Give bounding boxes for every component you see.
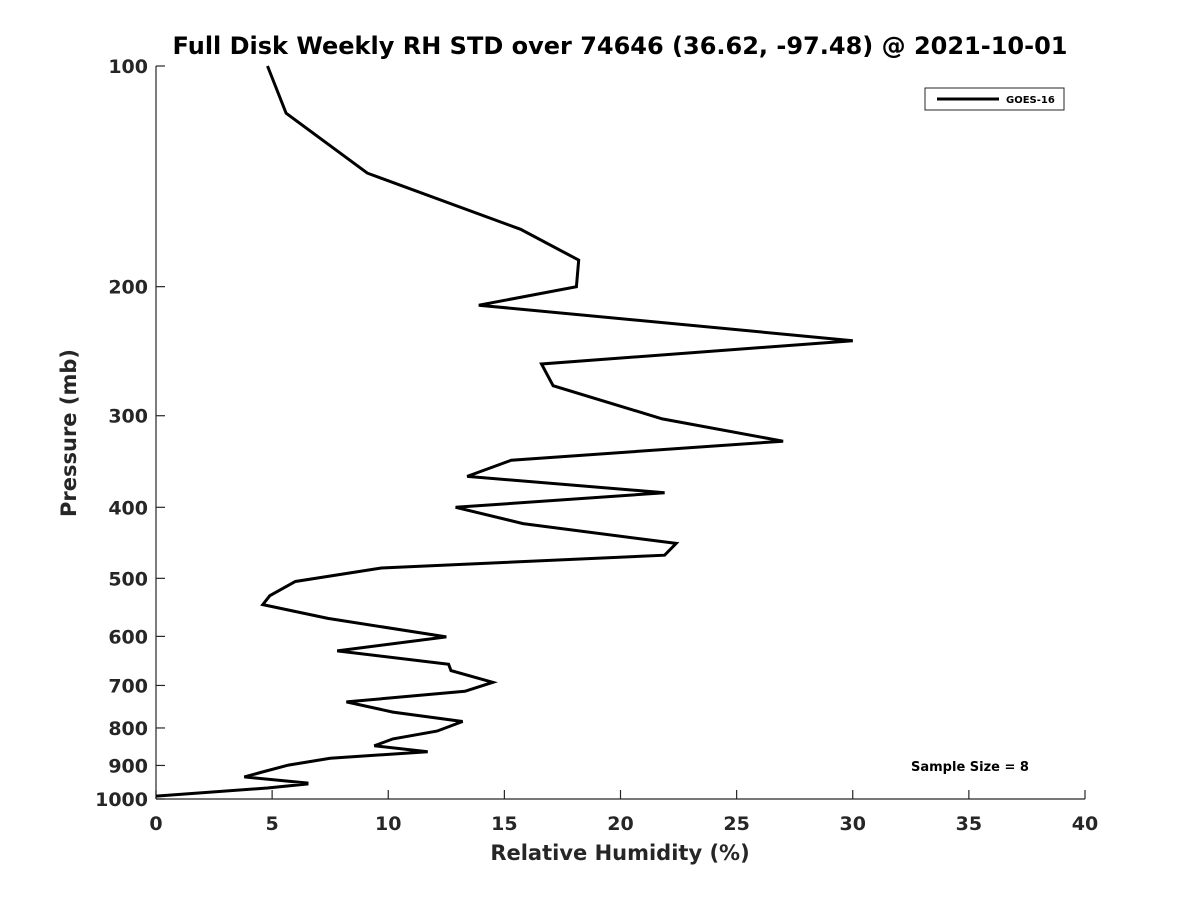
x-tick-label: 35 (956, 813, 982, 835)
y-tick-label: 200 (108, 277, 148, 299)
y-tick-label: 600 (108, 626, 148, 648)
legend: GOES-16 (924, 87, 1065, 111)
y-ticks: 100 200 300 400 500 600 700 800 900 1000 (95, 56, 165, 811)
x-tick-label: 5 (266, 813, 279, 835)
x-tick-label: 10 (375, 813, 401, 835)
y-tick-label: 400 (108, 497, 148, 519)
y-tick-label: 900 (108, 755, 148, 777)
sample-size-annotation: Sample Size = 8 (911, 760, 1029, 775)
x-ticks: 0 5 10 15 20 25 30 35 40 (149, 790, 1098, 835)
y-tick-label: 100 (108, 56, 148, 78)
y-tick-label: 300 (108, 406, 148, 428)
y-tick-label: 500 (108, 568, 148, 590)
series-line-goes-16 (155, 65, 853, 798)
y-axis-title: Pressure (mb) (57, 349, 81, 517)
x-tick-label: 40 (1072, 813, 1098, 835)
y-tick-label: 800 (108, 718, 148, 740)
y-tick-label: 1000 (95, 789, 148, 811)
x-tick-label: 15 (491, 813, 517, 835)
x-axis-title: Relative Humidity (%) (490, 841, 749, 865)
x-tick-label: 0 (149, 813, 162, 835)
chart-title: Full Disk Weekly RH STD over 74646 (36.6… (173, 32, 1068, 60)
x-tick-label: 20 (607, 813, 633, 835)
x-tick-label: 30 (840, 813, 866, 835)
y-tick-label: 700 (108, 675, 148, 697)
legend-entry-goes-16: GOES-16 (1006, 95, 1055, 106)
x-tick-label: 25 (723, 813, 749, 835)
